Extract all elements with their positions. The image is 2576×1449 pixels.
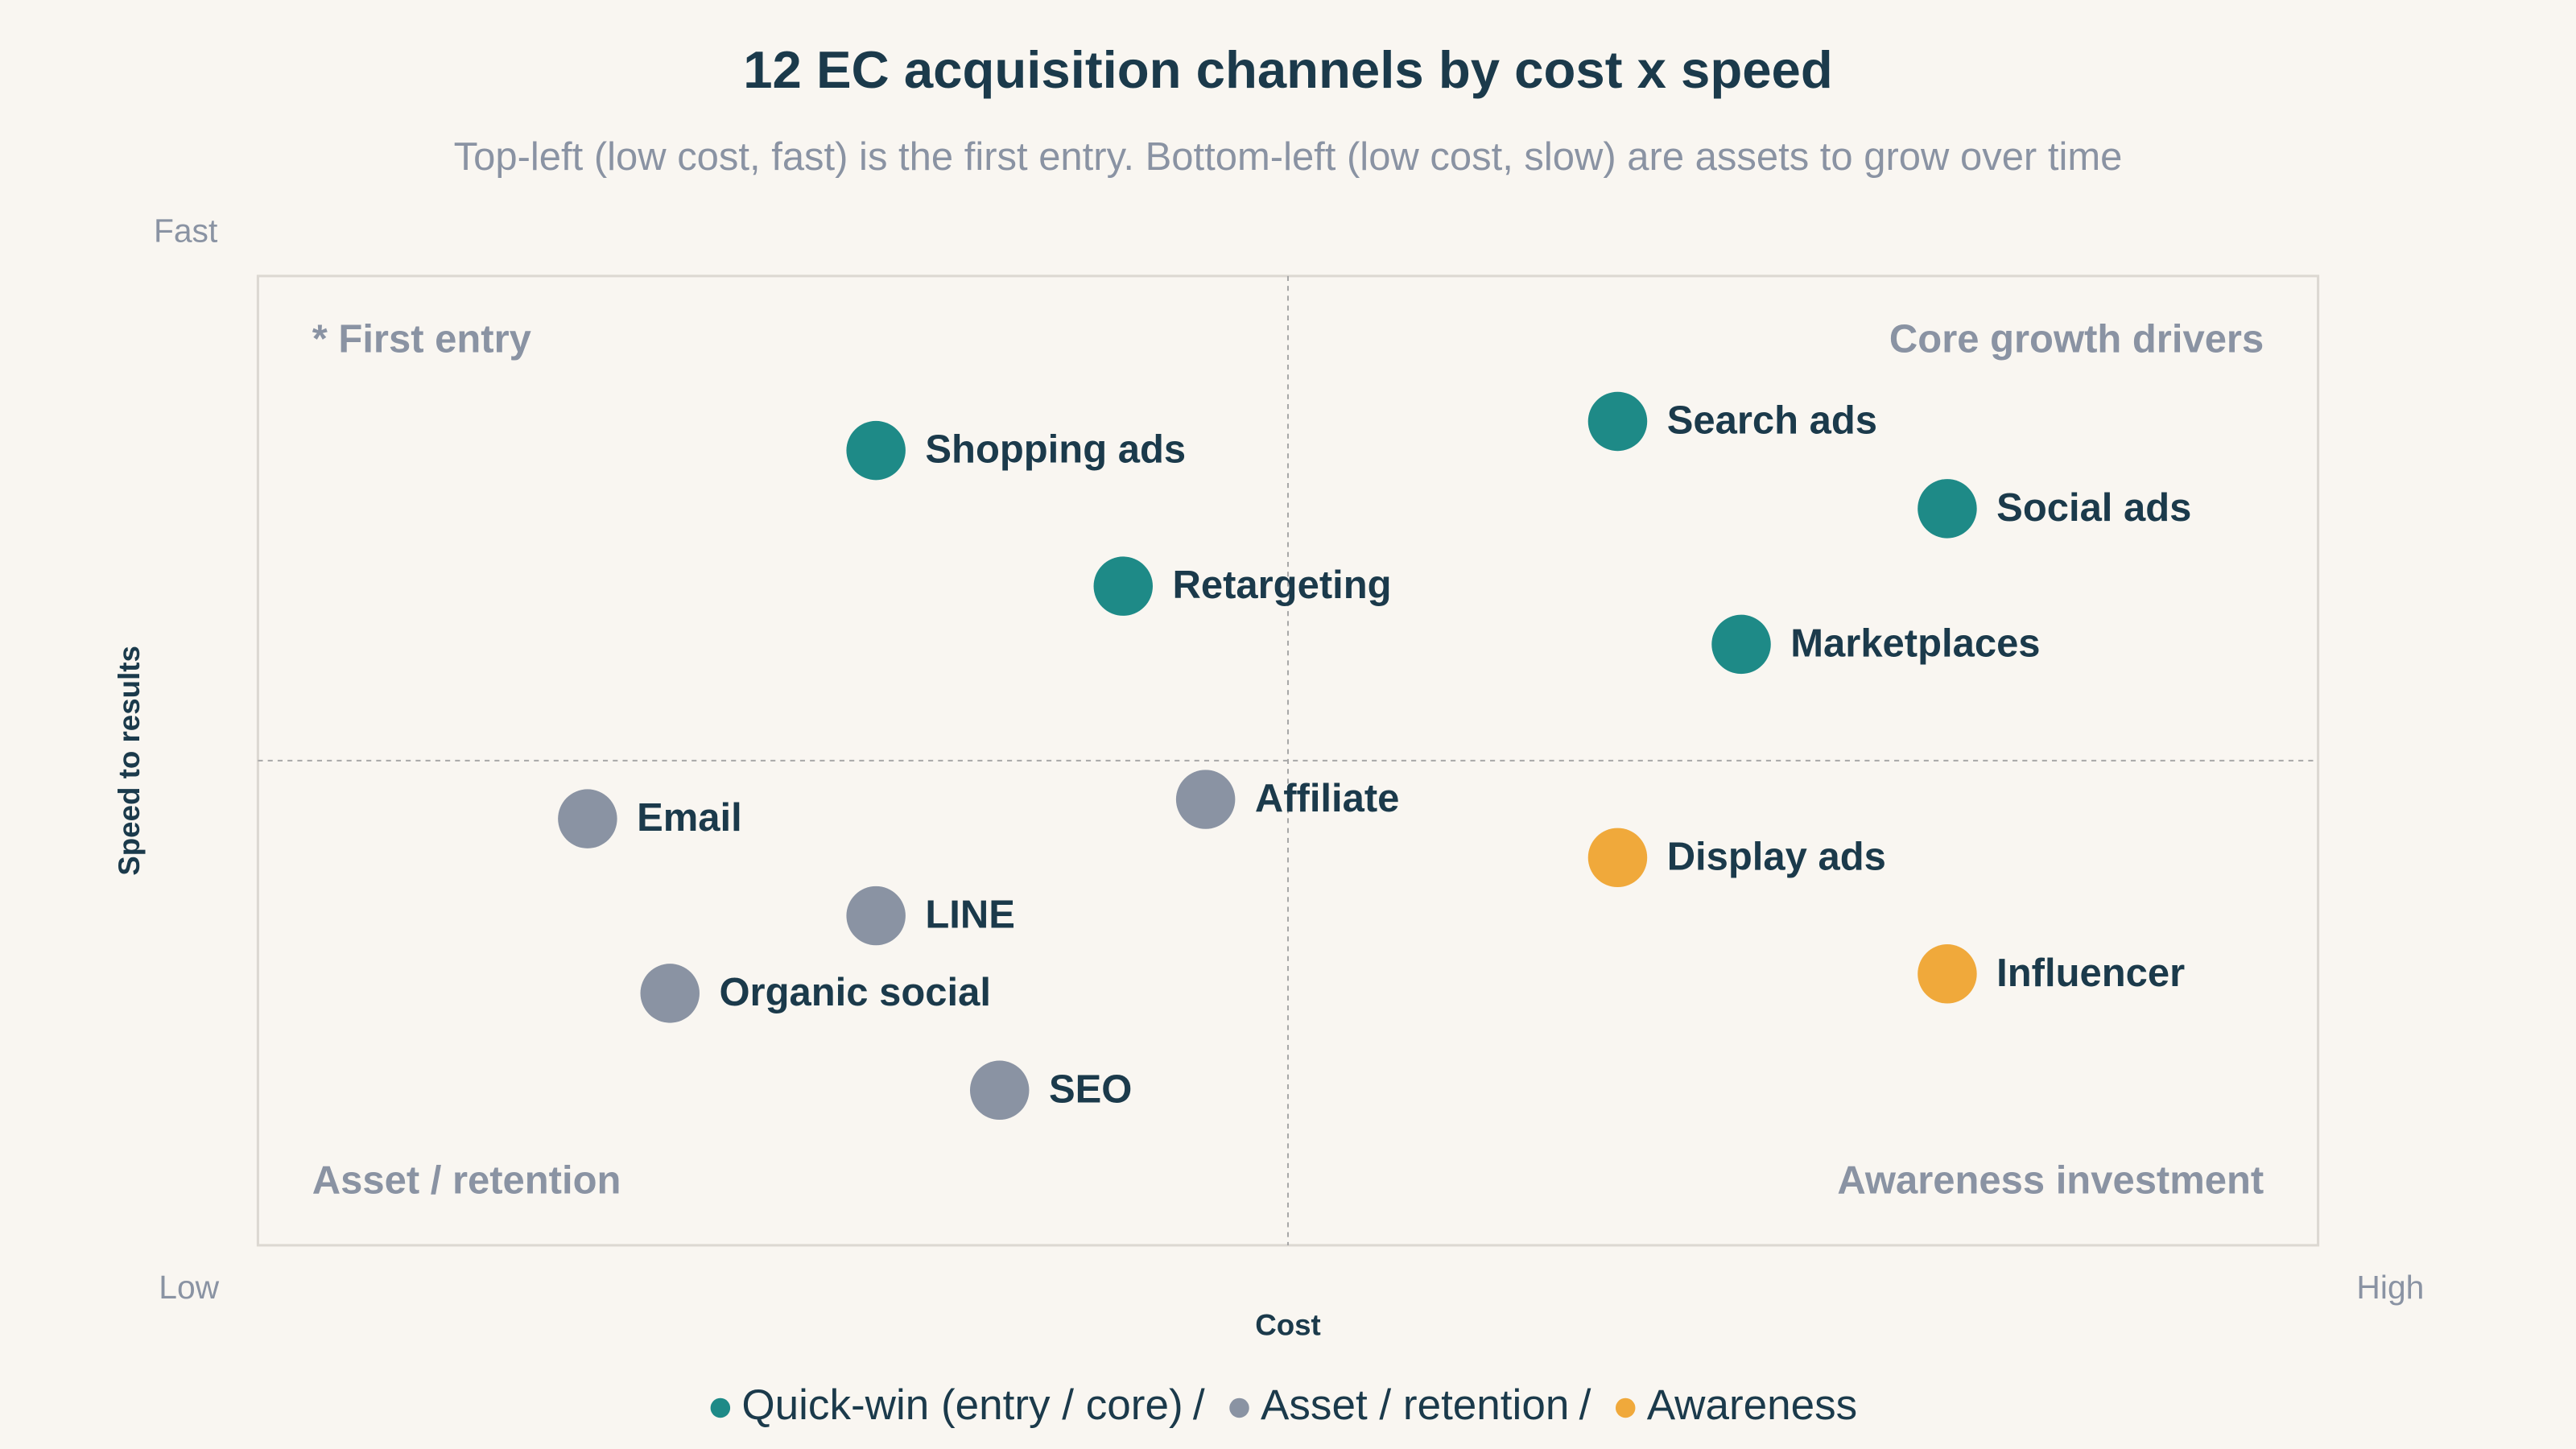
point [640,964,700,1023]
point-label: LINE [925,894,1015,937]
x-axis-label: Cost [1255,1309,1321,1342]
legend-label: Awareness [1647,1381,1857,1429]
y-axis-label: Speed to results [113,646,146,876]
point-label: Affiliate [1255,777,1400,820]
quadrant-label: Awareness investment [1837,1158,2264,1202]
x-high-label: High [2356,1269,2424,1306]
x-low-label: Low [159,1269,219,1306]
point [969,1060,1030,1121]
point [558,789,617,848]
chart-subtitle: Top-left (low cost, fast) is the first e… [454,135,2123,179]
point [846,420,906,481]
point [1587,828,1648,888]
point-label: Shopping ads [925,428,1186,472]
point [1587,391,1648,452]
point-label: Organic social [719,971,990,1014]
legend-marker [1615,1397,1636,1418]
quadrant-label: Asset / retention [312,1158,621,1202]
point [1093,556,1153,616]
point-label: Search ads [1667,398,1877,442]
legend: Quick-win (entry / core) / Asset / retenti… [710,1381,1857,1429]
point [1918,944,1977,1004]
point-label: Social ads [1996,486,2191,530]
legend-separator: / [1193,1381,1205,1429]
legend-separator: / [1579,1381,1591,1429]
legend-label: Asset / retention [1261,1381,1569,1429]
y-high-label: Fast [154,213,218,250]
quadrant-label: * First entry [312,317,531,361]
legend-marker [1229,1397,1249,1418]
point [1918,479,1977,539]
point [846,886,906,946]
point-label: Marketplaces [1790,621,2040,665]
quadrant-label: Core growth drivers [1889,317,2264,361]
legend-label: Quick-win (entry / core) [741,1381,1183,1429]
point-label: SEO [1049,1067,1132,1111]
point-label: Display ads [1667,835,1886,878]
point-label: Influencer [1996,952,2185,995]
legend-marker [710,1397,731,1418]
point-label: Retargeting [1172,564,1391,607]
point-label: Email [637,796,742,840]
point [1175,770,1236,829]
chart-title: 12 EC acquisition channels by cost x spe… [743,40,1833,99]
point [1711,614,1771,675]
